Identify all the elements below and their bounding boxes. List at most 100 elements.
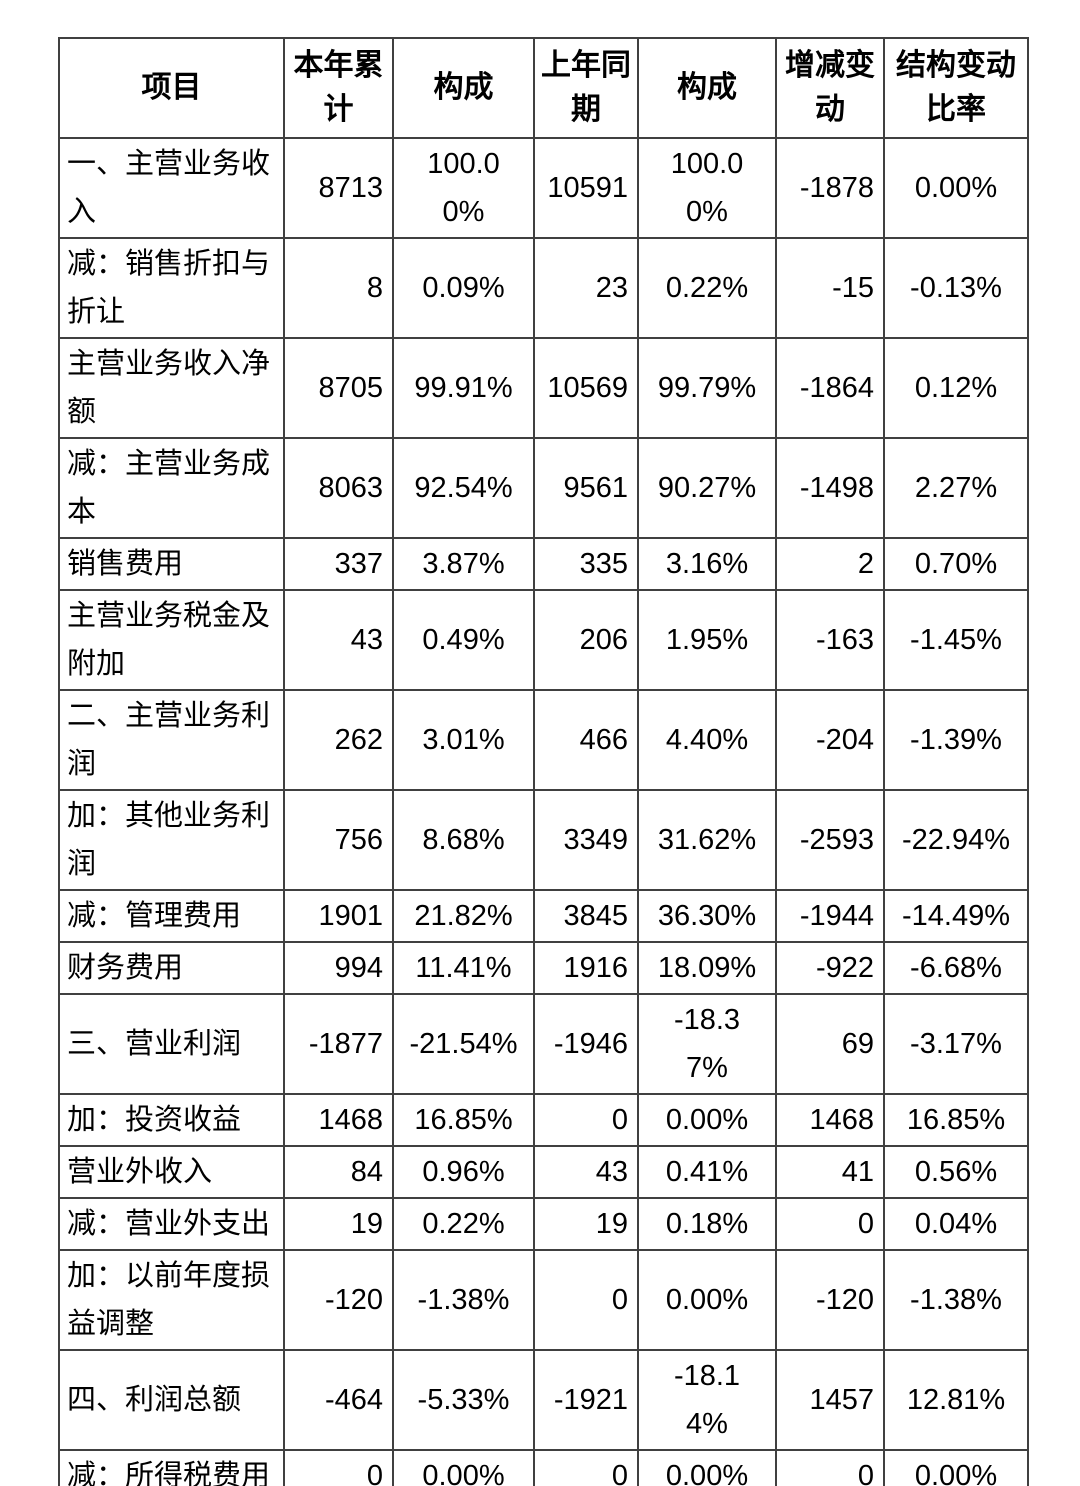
structural-change-pct-cell: -1.45% (883, 589, 1029, 691)
table-row: 减：主营业务成本 8063 92.54% 9561 90.27% -1498 2.27% (58, 437, 1029, 539)
current-pct-cell: 3.87% (392, 537, 535, 591)
prior-amount-cell: -1921 (533, 1349, 639, 1451)
item-label-cell: 减：主营业务成本 (58, 437, 285, 539)
change-amount-cell: -204 (775, 689, 885, 791)
prior-amount-cell: 0 (533, 1449, 639, 1486)
prior-amount-cell: 3349 (533, 789, 639, 891)
table-row: 减：所得税费用 0 0.00% 0 0.00% 0 0.00% (58, 1449, 1029, 1486)
table-body: 一、主营业务收入 8713 100.00% 10591 100.00% -1878 0.00… (58, 137, 1029, 1486)
prior-pct-cell: 36.30% (637, 889, 777, 943)
table-row: 营业外收入 84 0.96% 43 0.41% 41 0.56% (58, 1145, 1029, 1199)
current-amount-cell: 1468 (283, 1093, 394, 1147)
structural-change-pct-cell: -1.38% (883, 1249, 1029, 1351)
current-pct-cell: 0.00% (392, 1449, 535, 1486)
table-row: 一、主营业务收入 8713 100.00% 10591 100.00% -1878 0.00… (58, 137, 1029, 239)
current-pct-cell: 21.82% (392, 889, 535, 943)
current-amount-cell: -1877 (283, 993, 394, 1095)
change-amount-cell: -922 (775, 941, 885, 995)
table-row: 销售费用 337 3.87% 335 3.16% 2 0.70% (58, 537, 1029, 591)
header-current-composition: 构成 (392, 37, 535, 139)
prior-amount-cell: 0 (533, 1249, 639, 1351)
prior-pct-cell: 1.95% (637, 589, 777, 691)
prior-amount-cell: 206 (533, 589, 639, 691)
current-amount-cell: -464 (283, 1349, 394, 1451)
change-amount-cell: -1944 (775, 889, 885, 943)
item-label-cell: 减：管理费用 (58, 889, 285, 943)
header-prior-period: 上年同期 (533, 37, 639, 139)
structural-change-pct-cell: 0.56% (883, 1145, 1029, 1199)
table-row: 减：销售折扣与折让 8 0.09% 23 0.22% -15 -0.13% (58, 237, 1029, 339)
item-label-cell: 加：投资收益 (58, 1093, 285, 1147)
prior-amount-cell: 335 (533, 537, 639, 591)
item-label-cell: 加：以前年度损益调整 (58, 1249, 285, 1351)
current-pct-cell: 0.09% (392, 237, 535, 339)
table-row: 减：管理费用 1901 21.82% 3845 36.30% -1944 -14.49% (58, 889, 1029, 943)
current-pct-cell: 92.54% (392, 437, 535, 539)
item-label-cell: 加：其他业务利润 (58, 789, 285, 891)
prior-pct-cell: 0.00% (637, 1093, 777, 1147)
current-amount-cell: 8705 (283, 337, 394, 439)
change-amount-cell: -1878 (775, 137, 885, 239)
table-row: 主营业务收入净额 8705 99.91% 10569 99.79% -1864 0.12% (58, 337, 1029, 439)
prior-pct-cell: -18.37% (637, 993, 777, 1095)
structural-change-pct-cell: 0.70% (883, 537, 1029, 591)
item-label-cell: 三、营业利润 (58, 993, 285, 1095)
prior-amount-cell: 19 (533, 1197, 639, 1251)
table-row: 加：投资收益 1468 16.85% 0 0.00% 1468 16.85% (58, 1093, 1029, 1147)
current-pct-cell: 8.68% (392, 789, 535, 891)
current-amount-cell: 756 (283, 789, 394, 891)
prior-amount-cell: 1916 (533, 941, 639, 995)
current-amount-cell: 8 (283, 237, 394, 339)
table-row: 三、营业利润 -1877 -21.54% -1946 -18.37% 69 -3.17% (58, 993, 1029, 1095)
change-amount-cell: 0 (775, 1197, 885, 1251)
structural-change-pct-cell: -22.94% (883, 789, 1029, 891)
change-amount-cell: 1457 (775, 1349, 885, 1451)
item-label-cell: 减：营业外支出 (58, 1197, 285, 1251)
current-pct-cell: 0.22% (392, 1197, 535, 1251)
current-pct-cell: 16.85% (392, 1093, 535, 1147)
prior-pct-cell: 90.27% (637, 437, 777, 539)
current-amount-cell: 994 (283, 941, 394, 995)
prior-amount-cell: 43 (533, 1145, 639, 1199)
prior-amount-cell: 0 (533, 1093, 639, 1147)
change-amount-cell: -2593 (775, 789, 885, 891)
current-amount-cell: 19 (283, 1197, 394, 1251)
financial-analysis-table: 项目 本年累计 构成 上年同期 构成 增减变动 结构变动比率 一、主营业务收入 8… (58, 37, 1029, 1486)
prior-amount-cell: 9561 (533, 437, 639, 539)
prior-pct-cell: 0.41% (637, 1145, 777, 1199)
structural-change-pct-cell: -14.49% (883, 889, 1029, 943)
structural-change-pct-cell: -0.13% (883, 237, 1029, 339)
header-structural-change-ratio: 结构变动比率 (883, 37, 1029, 139)
structural-change-pct-cell: -6.68% (883, 941, 1029, 995)
prior-amount-cell: -1946 (533, 993, 639, 1095)
item-label-cell: 四、利润总额 (58, 1349, 285, 1451)
change-amount-cell: -15 (775, 237, 885, 339)
current-amount-cell: 43 (283, 589, 394, 691)
structural-change-pct-cell: 16.85% (883, 1093, 1029, 1147)
structural-change-pct-cell: -3.17% (883, 993, 1029, 1095)
current-amount-cell: 1901 (283, 889, 394, 943)
table-row: 加：以前年度损益调整 -120 -1.38% 0 0.00% -120 -1.38% (58, 1249, 1029, 1351)
header-prior-composition: 构成 (637, 37, 777, 139)
table-row: 二、主营业务利润 262 3.01% 466 4.40% -204 -1.39% (58, 689, 1029, 791)
structural-change-pct-cell: 12.81% (883, 1349, 1029, 1451)
item-label-cell: 销售费用 (58, 537, 285, 591)
prior-pct-cell: 3.16% (637, 537, 777, 591)
prior-amount-cell: 10569 (533, 337, 639, 439)
prior-pct-cell: 0.18% (637, 1197, 777, 1251)
item-label-cell: 主营业务税金及附加 (58, 589, 285, 691)
change-amount-cell: 69 (775, 993, 885, 1095)
structural-change-pct-cell: 0.12% (883, 337, 1029, 439)
current-amount-cell: -120 (283, 1249, 394, 1351)
table-row: 主营业务税金及附加 43 0.49% 206 1.95% -163 -1.45% (58, 589, 1029, 691)
prior-pct-cell: 99.79% (637, 337, 777, 439)
prior-pct-cell: 4.40% (637, 689, 777, 791)
prior-amount-cell: 3845 (533, 889, 639, 943)
prior-pct-cell: 100.00% (637, 137, 777, 239)
prior-pct-cell: -18.14% (637, 1349, 777, 1451)
header-current-period-total: 本年累计 (283, 37, 394, 139)
item-label-cell: 一、主营业务收入 (58, 137, 285, 239)
table-row: 财务费用 994 11.41% 1916 18.09% -922 -6.68% (58, 941, 1029, 995)
item-label-cell: 二、主营业务利润 (58, 689, 285, 791)
